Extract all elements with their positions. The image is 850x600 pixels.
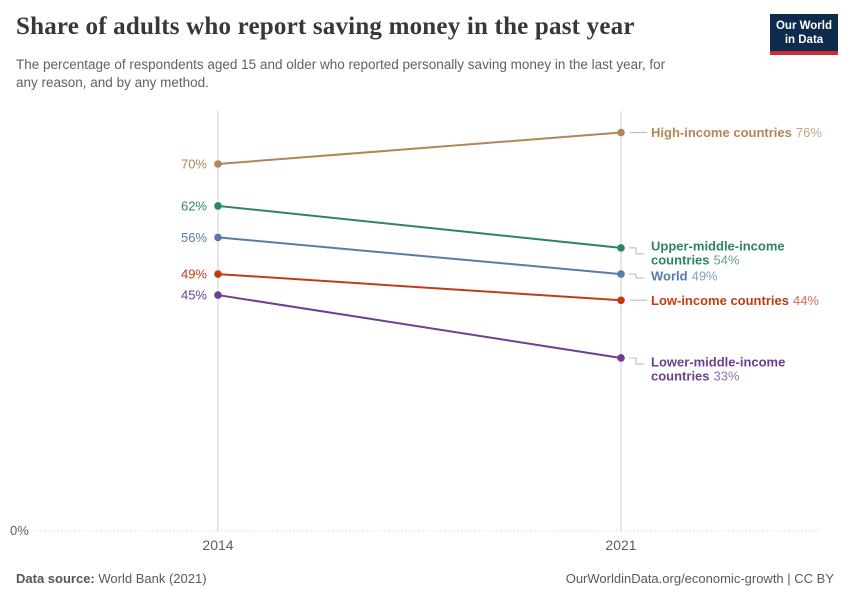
series-dot-2021-lower-middle-income-countries[interactable] <box>617 354 625 362</box>
x-tick-label-2021: 2021 <box>605 537 636 553</box>
series-line-high-income-countries[interactable] <box>217 131 622 165</box>
label-connector-upper-middle-income-countries <box>629 247 644 255</box>
series-label-lower-middle-income-countries[interactable]: Lower-middle-income countries 33% <box>651 354 785 383</box>
label-connector-world <box>629 273 644 279</box>
series-label-line: Lower-middle-income <box>651 354 785 369</box>
chart-footer: Data source: World Bank (2021) OurWorldi… <box>16 571 834 586</box>
owid-logo-line1: Our World <box>775 20 832 32</box>
credit-link[interactable]: OurWorldinData.org/economic-growth | CC … <box>565 571 834 586</box>
page-title: Share of adults who report saving money … <box>16 13 635 40</box>
series-end-value: 44% <box>793 293 819 308</box>
series-dot-2021-world[interactable] <box>617 270 625 278</box>
data-source-label: Data source: <box>16 571 95 586</box>
series-dot-2014-lower-middle-income-countries[interactable] <box>214 291 222 299</box>
owid-logo[interactable]: Our World in Data <box>770 14 838 51</box>
data-source-value: World Bank (2021) <box>98 571 207 586</box>
chart-subtitle: The percentage of respondents aged 15 an… <box>16 56 665 92</box>
series-label-line: Low-income countries <box>651 293 789 308</box>
series-line-world[interactable] <box>217 236 622 276</box>
series-dot-2021-low-income-countries[interactable] <box>617 296 625 305</box>
x-tick-label-2014: 2014 <box>202 537 233 553</box>
series-line-upper-middle-income-countries[interactable] <box>217 204 622 249</box>
series-dot-2014-high-income-countries[interactable] <box>214 160 222 168</box>
start-value-label-world: 56% <box>181 230 207 245</box>
series-line-low-income-countries[interactable] <box>217 273 622 302</box>
owid-logo-red-bar <box>770 51 838 55</box>
series-label-line: countries <box>651 368 710 383</box>
series-dot-2014-low-income-countries[interactable] <box>214 270 222 278</box>
start-value-label-high-income-countries: 70% <box>181 156 207 171</box>
series-label-line: High-income countries <box>651 125 792 140</box>
start-value-label-low-income-countries: 49% <box>181 267 207 282</box>
data-source-note: Data source: World Bank (2021) <box>16 571 207 586</box>
y-axis-zero-label: 0% <box>10 523 29 538</box>
series-dot-2014-world[interactable] <box>214 233 222 242</box>
start-value-label-upper-middle-income-countries: 62% <box>181 198 207 213</box>
owid-logo-line2: in Data <box>784 34 824 46</box>
series-label-low-income-countries[interactable]: Low-income countries 44% <box>651 293 819 308</box>
series-end-value: 54% <box>714 252 740 267</box>
series-label-high-income-countries[interactable]: High-income countries 76% <box>651 125 822 140</box>
series-label-world[interactable]: World 49% <box>651 269 718 284</box>
series-dot-2021-high-income-countries[interactable] <box>617 128 625 137</box>
series-label-line: Upper-middle-income <box>651 238 785 253</box>
series-label-line: World <box>651 269 688 284</box>
series-end-value: 33% <box>714 368 740 383</box>
series-end-value: 49% <box>692 269 718 284</box>
series-label-line: countries <box>651 252 710 267</box>
series-dot-2021-upper-middle-income-countries[interactable] <box>617 244 625 252</box>
label-connector-lower-middle-income-countries <box>629 357 644 365</box>
chart-subtitle-line2: any reason, and by any method. <box>16 75 209 90</box>
series-label-upper-middle-income-countries[interactable]: Upper-middle-income countries 54% <box>651 238 785 267</box>
start-value-label-lower-middle-income-countries: 45% <box>181 288 207 303</box>
series-end-value: 76% <box>796 125 822 140</box>
series-dot-2014-upper-middle-income-countries[interactable] <box>214 202 222 210</box>
chart-subtitle-line1: The percentage of respondents aged 15 an… <box>16 57 666 72</box>
series-line-lower-middle-income-countries[interactable] <box>217 294 622 359</box>
